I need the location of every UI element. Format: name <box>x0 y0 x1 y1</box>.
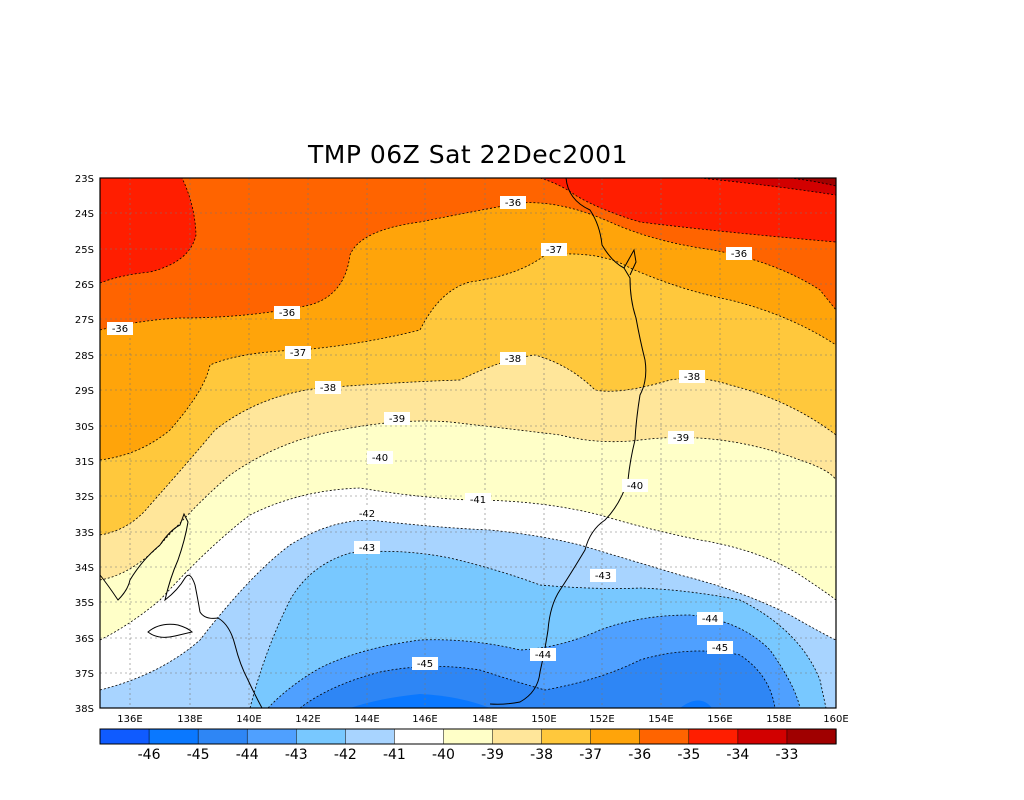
contour-label: -37 <box>546 245 562 256</box>
contour-fill-layer: -36 -36 -36 -36 -37 -37 -38 -38 -38 -39 … <box>100 178 836 708</box>
colorbar-swatch <box>688 728 739 745</box>
lon-tick-label: 160E <box>823 714 848 725</box>
lon-tick-label: 158E <box>766 714 791 725</box>
fill-band-minus-46 <box>350 694 490 708</box>
contour-label: -40 <box>627 481 643 492</box>
colorbar-swatch <box>639 728 690 745</box>
contour-label: -39 <box>673 433 689 444</box>
contour-label: -44 <box>702 614 718 625</box>
colorbar-label: -36 <box>628 747 651 763</box>
lat-lon-grid <box>100 178 836 708</box>
contour-label: -42 <box>359 509 375 520</box>
fill-band-minus-33 <box>790 178 836 186</box>
lat-tick-label: 36S <box>75 634 94 645</box>
lon-tick-label: 136E <box>117 714 142 725</box>
contour-label: -44 <box>535 650 551 661</box>
lat-tick-label: 29S <box>75 386 94 397</box>
lon-tick-label: 146E <box>412 714 437 725</box>
colorbar-swatch <box>492 728 543 745</box>
colorbar-swatch <box>345 728 396 745</box>
lat-tick-label: 37S <box>75 669 94 680</box>
colorbar-label: -33 <box>775 747 798 763</box>
contour-labels: -36 -36 -36 -36 -37 -37 -38 -38 -38 -39 … <box>107 196 752 670</box>
lon-tick-label: 138E <box>177 714 202 725</box>
colorbar-label: -40 <box>432 747 455 763</box>
colorbar-label: -44 <box>236 747 259 763</box>
lat-tick-label: 26S <box>75 280 94 291</box>
colorbar-swatch <box>246 728 297 745</box>
lon-axis-labels: 136E 138E 140E 142E 144E 146E 148E 150E … <box>117 714 848 725</box>
contour-label: -36 <box>279 308 295 319</box>
contour-label: -40 <box>372 453 388 464</box>
colorbar-swatch <box>786 728 837 745</box>
lon-tick-label: 154E <box>648 714 673 725</box>
colorbar-label: -41 <box>383 747 406 763</box>
contour-label: -45 <box>712 643 728 654</box>
lat-tick-label: 35S <box>75 598 94 609</box>
colorbar-frame <box>99 728 837 745</box>
contour-label: -38 <box>320 383 336 394</box>
lat-tick-label: 34S <box>75 563 94 574</box>
contour-lines <box>100 178 836 708</box>
lat-tick-label: 23S <box>75 174 94 185</box>
colorbar-swatch <box>541 728 592 745</box>
contour-label: -41 <box>470 495 486 506</box>
contour-label: -36 <box>505 198 521 209</box>
colorbar-label: -34 <box>726 747 749 763</box>
colorbar-label: -43 <box>285 747 308 763</box>
contour-label: -36 <box>731 249 747 260</box>
colorbar-swatch <box>394 728 445 745</box>
colorbar-swatch <box>99 728 150 745</box>
lat-tick-label: 24S <box>75 209 94 220</box>
lon-tick-label: 144E <box>354 714 379 725</box>
lat-axis-labels: 23S 24S 25S 26S 27S 28S 29S 30S 31S 32S … <box>75 174 94 715</box>
colorbar-swatch <box>296 728 346 745</box>
lon-tick-label: 148E <box>472 714 497 725</box>
colorbar-swatch <box>590 728 641 745</box>
lat-tick-label: 27S <box>75 315 94 326</box>
lat-tick-label: 30S <box>75 422 94 433</box>
contour-label: -38 <box>684 372 700 383</box>
lon-tick-label: 156E <box>707 714 732 725</box>
lat-tick-label: 28S <box>75 351 94 362</box>
map-title: TMP 06Z Sat 22Dec2001 <box>308 140 628 169</box>
lon-tick-label: 140E <box>236 714 261 725</box>
colorbar-swatch <box>443 728 494 745</box>
colorbar-swatch <box>197 728 248 745</box>
fill-band-minus-46-east <box>680 700 712 708</box>
colorbar: -46 -45 -44 -43 -42 -41 -40 -39 -38 -37 -36 -35 -34 -… <box>99 728 837 763</box>
lat-tick-label: 38S <box>75 704 94 715</box>
contour-label: -36 <box>112 324 128 335</box>
fill-band-minus-34 <box>700 178 836 195</box>
colorbar-label: -42 <box>334 747 357 763</box>
lon-tick-label: 150E <box>531 714 556 725</box>
contour-label: -43 <box>595 571 611 582</box>
colorbar-label: -46 <box>138 747 161 763</box>
lat-tick-label: 32S <box>75 492 94 503</box>
colorbar-swatch <box>737 728 788 745</box>
lat-tick-label: 31S <box>75 457 94 468</box>
colorbar-label: -39 <box>481 747 504 763</box>
colorbar-label: -38 <box>530 747 553 763</box>
contour-label: -38 <box>505 354 521 365</box>
contour-label: -39 <box>389 414 405 425</box>
map-frame <box>99 177 837 709</box>
contour-label: -43 <box>359 543 375 554</box>
fill-band-minus-45 <box>300 651 775 708</box>
colorbar-label: -35 <box>677 747 700 763</box>
colorbar-swatch <box>148 728 199 745</box>
lon-tick-label: 152E <box>589 714 614 725</box>
contour-label: -37 <box>290 348 306 359</box>
lat-tick-label: 25S <box>75 245 94 256</box>
contour-label: -45 <box>417 659 433 670</box>
colorbar-label: -37 <box>579 747 602 763</box>
lat-tick-label: 33S <box>75 528 94 539</box>
lon-tick-label: 142E <box>295 714 320 725</box>
colorbar-label: -45 <box>187 747 210 763</box>
